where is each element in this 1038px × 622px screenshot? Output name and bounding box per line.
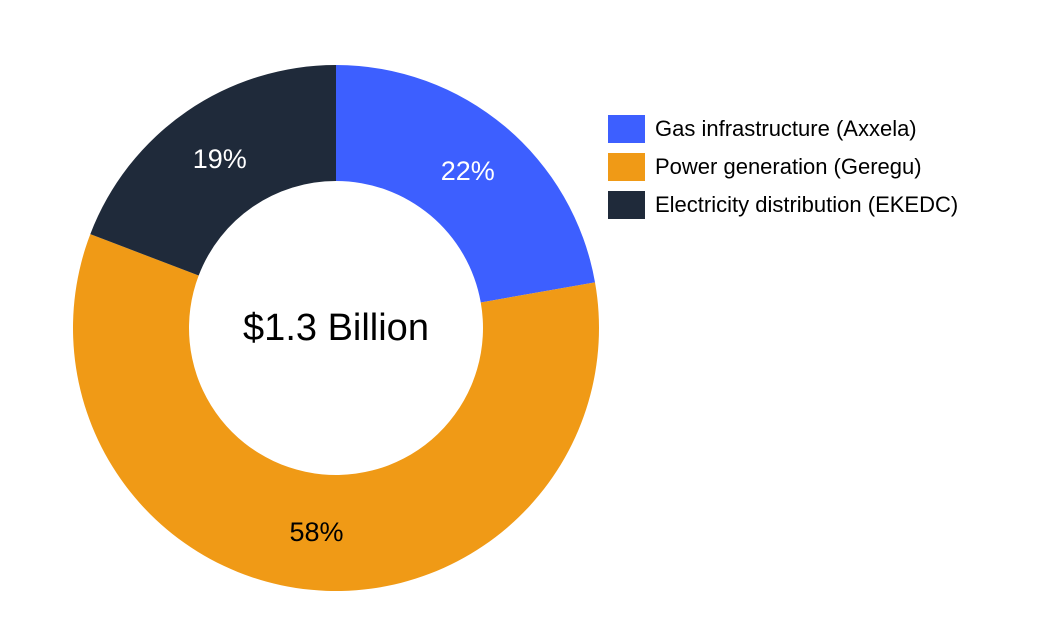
slices-group xyxy=(73,65,600,592)
center-total-label: $1.3 Billion xyxy=(243,307,429,349)
data-label-gas-infrastructure: 22% xyxy=(441,156,495,186)
data-label-electricity-distribution: 19% xyxy=(193,144,247,174)
slice-labels-group: 22% 58% 19% xyxy=(193,144,495,547)
slice-electricity-distribution xyxy=(90,65,336,276)
legend-item-electricity-distribution: Electricity distribution (EKEDC) xyxy=(608,186,958,224)
legend-label-electricity-distribution: Electricity distribution (EKEDC) xyxy=(655,192,959,217)
legend-label-gas-infrastructure: Gas infrastructure (Axxela) xyxy=(655,116,917,141)
slice-power-generation xyxy=(73,234,600,592)
legend-swatch-gas-infrastructure xyxy=(608,115,645,143)
slice-gas-infrastructure xyxy=(336,65,596,303)
legend: Gas infrastructure (Axxela) Power genera… xyxy=(608,110,958,224)
legend-item-power-generation: Power generation (Geregu) xyxy=(608,148,958,186)
legend-swatch-electricity-distribution xyxy=(608,191,645,219)
legend-label-power-generation: Power generation (Geregu) xyxy=(655,154,922,179)
legend-swatch-power-generation xyxy=(608,153,645,181)
data-label-power-generation: 58% xyxy=(289,517,343,547)
legend-item-gas-infrastructure: Gas infrastructure (Axxela) xyxy=(608,110,958,148)
